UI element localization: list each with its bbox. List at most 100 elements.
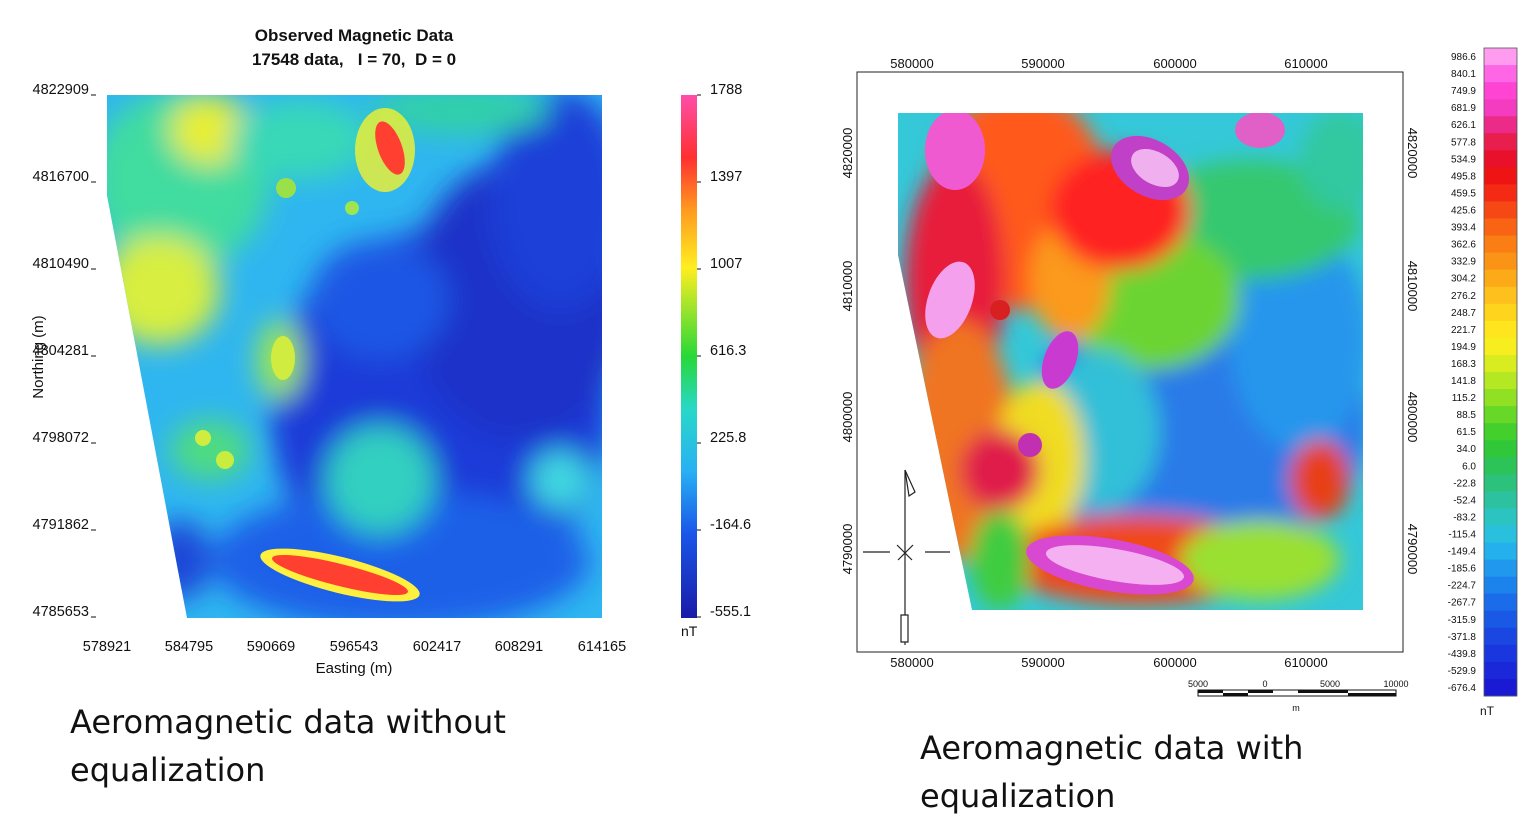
left-x-tick-label: 602417	[413, 639, 461, 655]
right-colorbar-swatch	[1484, 184, 1517, 202]
right-colorbar-border	[1483, 47, 1518, 697]
scale-bar-tick: 10000	[1383, 679, 1408, 689]
right-y-tick-label-right: 4810000	[1405, 261, 1420, 312]
right-colorbar-swatch	[1484, 474, 1517, 492]
left-x-tick-label: 614165	[578, 639, 626, 655]
right-colorbar-tick: -22.8	[1453, 478, 1476, 489]
right-colorbar-tick: 194.9	[1451, 342, 1476, 353]
right-chart: 580000 590000 600000 610000 580000 59000…	[840, 47, 1518, 718]
right-colorbar-swatch	[1484, 218, 1517, 236]
right-y-tick-label-left: 4790000	[840, 524, 855, 575]
right-colorbar-swatch	[1484, 99, 1517, 117]
scale-bar-tick: 5000	[1188, 679, 1208, 689]
left-chart-subtitle: 17548 data, I = 70, D = 0	[252, 50, 456, 69]
right-colorbar-tick: 681.9	[1451, 103, 1476, 114]
left-caption: Aeromagnetic data without equalization	[70, 703, 506, 789]
right-colorbar-swatch	[1484, 559, 1517, 578]
right-colorbar-tick: 534.9	[1451, 154, 1476, 165]
right-colorbar-tick: 332.9	[1451, 257, 1476, 268]
right-colorbar-swatch	[1484, 252, 1517, 271]
right-colorbar-tick: 248.7	[1451, 308, 1476, 319]
left-x-ticks: 578921 584795 590669 596543 602417 60829…	[83, 639, 626, 655]
right-colorbar-tick: 115.2	[1452, 393, 1477, 404]
right-colorbar-swatch	[1484, 235, 1517, 254]
right-colorbar-tick: 459.5	[1451, 188, 1476, 199]
right-x-tick-label-top: 580000	[890, 56, 933, 71]
left-colorbar-tick: 1007	[710, 256, 742, 272]
left-y-tick-label: 4791862	[33, 517, 89, 533]
left-y-axis-label: Northing (m)	[30, 315, 47, 398]
right-colorbar-swatch	[1484, 82, 1517, 100]
right-colorbar-swatch	[1484, 133, 1517, 151]
left-colorbar-tick: 616.3	[710, 343, 746, 359]
right-colorbar-tick: 168.3	[1451, 359, 1476, 370]
right-colorbar-swatch	[1484, 48, 1517, 66]
right-x-ticks-bottom: 580000 590000 600000 610000	[890, 655, 1327, 670]
right-x-tick-label-bottom: 580000	[890, 655, 933, 670]
left-x-tick-label: 584795	[165, 639, 213, 655]
left-colorbar-tick: -164.6	[710, 517, 751, 533]
right-colorbar-swatch	[1484, 286, 1517, 305]
right-colorbar-swatch	[1484, 610, 1517, 629]
right-colorbar-tick: -267.7	[1448, 598, 1477, 609]
right-colorbar-tick: 495.8	[1451, 171, 1476, 182]
right-y-ticks-left: 4820000 4810000 4800000 4790000	[840, 128, 855, 575]
right-y-tick-label-right: 4820000	[1405, 128, 1420, 179]
right-colorbar-swatch	[1484, 542, 1517, 560]
left-y-tick-label: 4785653	[33, 604, 89, 620]
right-x-tick-label-bottom: 590000	[1021, 655, 1064, 670]
north-arrow	[863, 469, 950, 645]
right-colorbar-swatch	[1484, 167, 1517, 185]
right-colorbar-swatch	[1484, 491, 1517, 509]
right-caption: Aeromagnetic data with equalization	[920, 729, 1304, 815]
right-x-tick-label-top: 590000	[1021, 56, 1064, 71]
left-colorbar-unit: nT	[681, 623, 698, 639]
scale-bar-unit: m	[1292, 703, 1300, 713]
left-x-tick-label: 608291	[495, 639, 543, 655]
right-colorbar-tick: -83.2	[1453, 512, 1476, 523]
left-y-tick-label: 4810490	[33, 256, 89, 272]
left-chart: Observed Magnetic Data 17548 data, I = 7…	[30, 26, 751, 677]
right-colorbar-tick: 221.7	[1451, 325, 1476, 336]
right-colorbar-swatch	[1484, 320, 1517, 339]
left-colorbar-tick: 1397	[710, 169, 742, 185]
right-y-tick-label-right: 4800000	[1405, 392, 1420, 443]
right-colorbar-tick: -185.6	[1448, 564, 1477, 575]
right-colorbar-swatch	[1484, 525, 1517, 543]
right-colorbar-tick: -224.7	[1448, 581, 1477, 592]
left-colorbar-tick: 1788	[710, 82, 742, 98]
right-x-tick-label-bottom: 610000	[1284, 655, 1327, 670]
right-colorbar-swatch	[1484, 593, 1517, 612]
right-colorbar-swatch	[1484, 201, 1517, 219]
scale-bar-tick: 5000	[1320, 679, 1340, 689]
right-x-tick-label-top: 600000	[1153, 56, 1196, 71]
right-colorbar-swatch	[1484, 354, 1517, 373]
right-heatmap	[898, 113, 1363, 610]
right-colorbar-tick: 362.6	[1451, 240, 1476, 251]
right-colorbar-swatch	[1484, 65, 1517, 83]
right-colorbar-tick: 304.2	[1451, 274, 1476, 285]
left-heatmap	[107, 95, 602, 618]
right-colorbar-tick: 6.0	[1462, 461, 1476, 472]
right-colorbar-tick: -149.4	[1448, 547, 1477, 558]
left-colorbar-tick: 225.8	[710, 430, 746, 446]
scale-bar-tick: 0	[1262, 679, 1267, 689]
right-colorbar-tick: -676.4	[1448, 683, 1477, 694]
left-colorbar-tick: -555.1	[710, 604, 751, 620]
right-y-ticks-right: 4820000 4810000 4800000 4790000	[1405, 128, 1420, 575]
left-x-tick-label: 590669	[247, 639, 295, 655]
right-colorbar-tick: 34.0	[1457, 444, 1477, 455]
right-colorbar-tick: -52.4	[1453, 495, 1476, 506]
right-colorbar-swatch	[1484, 644, 1517, 663]
right-colorbar-tick: 425.6	[1451, 206, 1476, 217]
right-colorbar-swatch	[1484, 337, 1517, 356]
right-colorbar-swatch	[1484, 508, 1517, 526]
left-chart-title: Observed Magnetic Data	[255, 26, 454, 45]
right-colorbar-swatch	[1484, 627, 1517, 646]
right-x-tick-label-bottom: 600000	[1153, 655, 1196, 670]
right-colorbar-tick: 626.1	[1451, 120, 1476, 131]
right-colorbar-tick: 393.4	[1451, 223, 1476, 234]
right-colorbar-swatch	[1484, 423, 1517, 441]
left-x-tick-label: 596543	[330, 639, 378, 655]
right-colorbar-swatch	[1484, 303, 1517, 322]
